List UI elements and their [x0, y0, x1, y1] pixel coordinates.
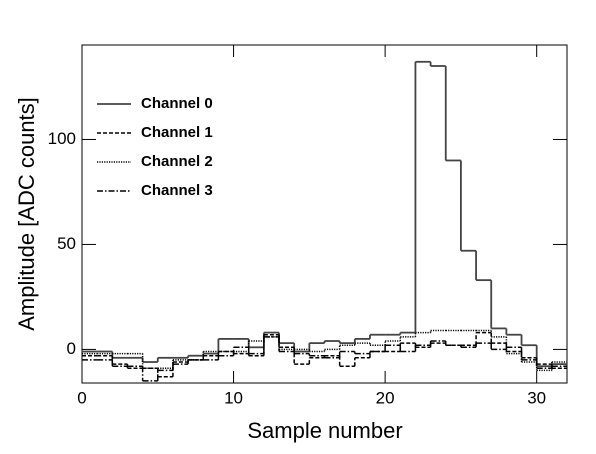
y-axis-label: Amplitude [ADC counts] [14, 97, 39, 331]
legend-label: Channel 2 [141, 153, 213, 170]
y-tick-label: 0 [67, 339, 76, 358]
y-tick-label: 100 [48, 129, 76, 148]
y-tick-label: 50 [57, 234, 76, 253]
x-tick-label: 20 [376, 388, 395, 407]
legend-label: Channel 0 [141, 95, 213, 112]
x-tick-label: 0 [77, 388, 86, 407]
plot-frame [81, 44, 568, 384]
legend-label: Channel 1 [141, 124, 213, 141]
x-tick-label: 10 [224, 388, 243, 407]
x-tick-label: 30 [527, 388, 546, 407]
legend-label: Channel 3 [141, 182, 213, 199]
x-axis-label: Sample number [247, 418, 402, 443]
